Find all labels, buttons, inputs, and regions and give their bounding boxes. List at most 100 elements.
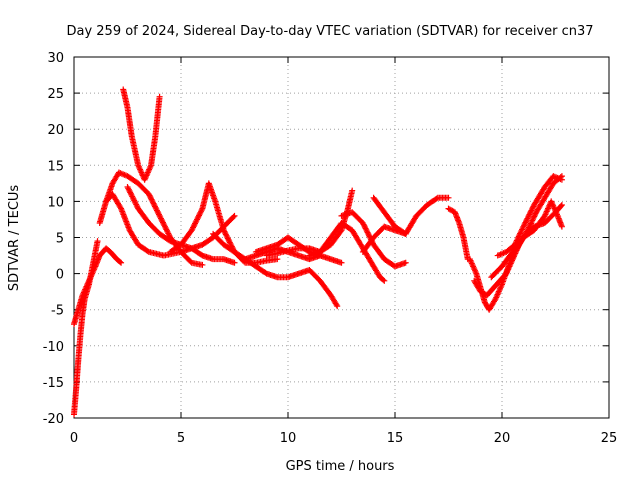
data-point [126,188,133,195]
data-point [526,223,533,230]
data-point [227,240,234,247]
data-point [191,221,198,228]
data-point [515,233,522,240]
y-axis-label: SDTVAR / TECUs [7,185,22,292]
data-point [198,208,205,215]
data-point [118,259,125,266]
data-point [127,190,134,197]
data-point [231,259,238,266]
data-point [199,261,206,268]
series-arc-20 [488,198,565,281]
data-point [529,217,536,224]
data-point [334,303,341,310]
data-point [525,214,532,221]
data-point [159,218,166,225]
data-point [158,216,165,223]
data-point [523,216,530,223]
series-arc-15 [370,194,409,237]
data-point [521,222,528,229]
data-point [165,231,172,238]
data-point [529,216,536,223]
data-point [530,214,537,221]
data-point [190,223,197,230]
data-point [519,226,526,233]
data-point [223,232,230,239]
data-point [337,228,344,235]
data-point [154,208,161,215]
y-tick-label: 15 [47,159,64,174]
data-point [531,213,538,220]
y-tick-label: 20 [47,123,64,138]
data-point [149,197,156,204]
data-point [527,221,534,228]
data-point [525,225,532,232]
data-point [153,206,160,213]
data-point [189,225,196,232]
data-point [558,176,565,183]
data-point [531,212,538,219]
data-point [156,212,163,219]
data-point [222,229,229,236]
data-point [94,238,101,245]
x-tick-label: 5 [177,431,185,446]
data-point [131,197,138,204]
data-point [133,201,140,208]
grid-lines [74,57,609,418]
data-point [221,228,228,235]
data-point [518,227,525,234]
data-point [145,191,152,198]
data-point [361,224,368,231]
data-point [528,218,535,225]
y-tick-label: -15 [43,376,64,391]
data-point [117,204,124,211]
data-point [165,230,172,237]
data-point [130,196,137,203]
data-point [363,228,370,235]
data-point [163,226,170,233]
data-point [522,219,529,226]
y-tick-label: -5 [51,304,64,319]
data-point [524,215,531,222]
data-markers [71,86,565,418]
plot-frame [73,56,610,419]
data-point [360,221,367,228]
data-point [523,218,530,225]
data-point [159,219,166,226]
data-point [445,194,452,201]
data-point [146,192,153,199]
data-point [224,235,231,242]
data-point [365,232,372,239]
data-point [147,193,154,200]
data-point [525,212,532,219]
data-point [144,248,151,255]
data-point [148,196,155,203]
data-point [231,212,238,219]
data-point [161,222,168,229]
data-point [162,225,169,232]
data-point [132,200,139,207]
data-point [131,198,138,205]
data-point [274,256,281,263]
data-point [160,220,167,227]
axes [73,56,610,419]
data-point [349,187,356,194]
x-tick-label: 25 [601,431,618,446]
data-point [125,185,132,192]
data-point [190,224,197,231]
data-point [127,189,134,196]
data-point [402,230,409,237]
data-point [163,227,170,234]
data-point [381,277,388,284]
data-point [196,212,203,219]
x-axis-label: GPS time / hours [286,459,395,474]
data-point [157,214,164,221]
series-arc-5 [120,86,163,183]
data-point [226,239,233,246]
data-point [125,186,132,193]
data-point [380,276,387,283]
data-point [220,227,227,234]
data-point [517,230,524,237]
data-point [515,234,522,241]
data-point [129,194,136,201]
